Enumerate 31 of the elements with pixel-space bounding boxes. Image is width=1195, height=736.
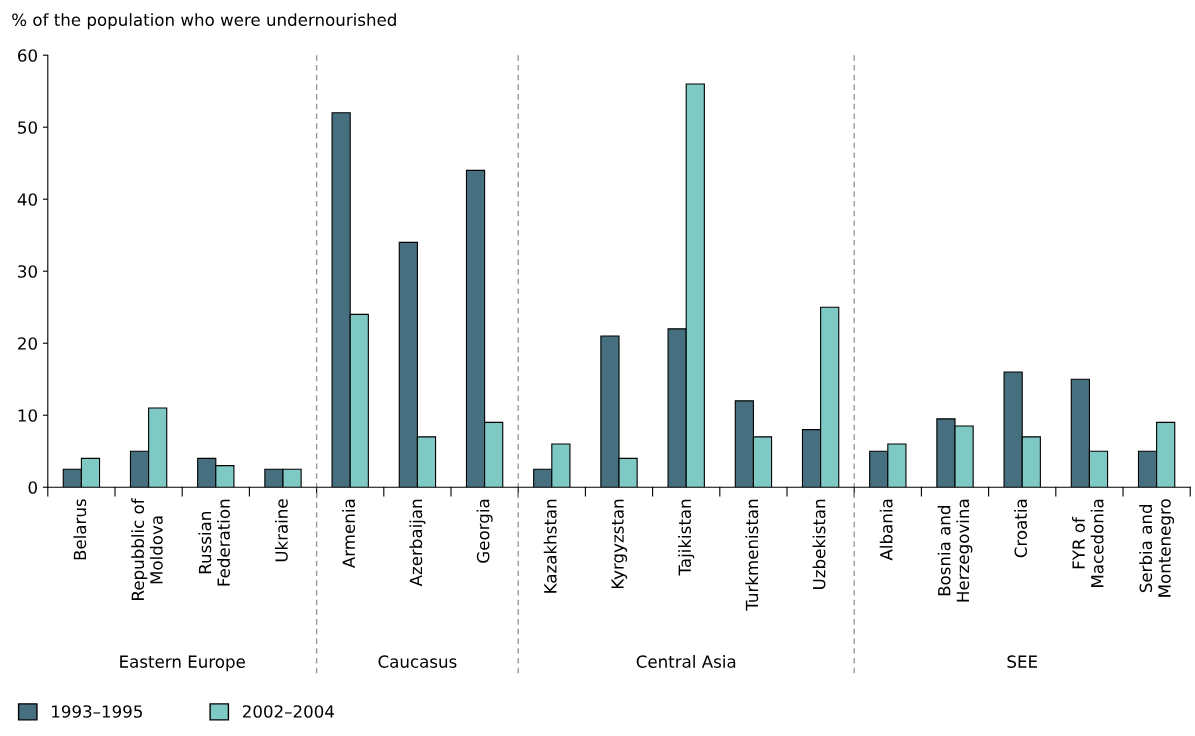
x-tick-label: Tajikistan <box>678 499 695 576</box>
x-tick-label: FYR of Macedonia <box>1072 499 1104 587</box>
x-tick-label: Kazakhstan <box>543 499 557 593</box>
y-tick-label: 20 <box>18 337 37 350</box>
y-tick-label: 10 <box>18 409 37 422</box>
y-tick-label: 60 <box>18 49 37 62</box>
text: Eastern Europe <box>120 655 245 672</box>
x-tick-label: Serbia and Montenegro <box>1139 499 1175 597</box>
x-tick-label: Belarus <box>73 499 87 560</box>
text: SEE <box>1007 655 1037 668</box>
y-tick-label: 30 <box>18 265 37 278</box>
legend-label: 1993–1995 <box>52 705 142 718</box>
x-tick-label: Croatia <box>1014 499 1028 558</box>
x-tick-label: Georgia <box>476 499 493 563</box>
x-tick-label: Turkmenistan <box>745 499 759 611</box>
x-tick-label: Albania <box>879 499 893 561</box>
legend-label: 2002–2004 <box>242 705 334 718</box>
x-tick-label: Uzbekistan <box>812 499 826 589</box>
x-tick-label: Bosnia and Herzegovina <box>937 499 973 602</box>
text: Central Asia <box>636 655 736 668</box>
x-tick-label: Armenia <box>342 499 356 569</box>
y-tick-label: 40 <box>17 193 37 206</box>
x-tick-label: Azerbaijan <box>409 499 426 587</box>
x-tick-label: Ukraine <box>274 499 288 562</box>
x-tick-label: Repubblic of Moldova <box>131 498 163 600</box>
text: Caucasus <box>378 655 457 668</box>
y-axis-title: % of the population who were undernourished <box>12 13 396 30</box>
y-tick-label: 0 <box>28 481 37 494</box>
y-tick-label: 50 <box>18 121 37 134</box>
x-tick-label: Russian Federation <box>198 499 230 586</box>
x-tick-label: Kyrgyzstan <box>611 499 628 589</box>
